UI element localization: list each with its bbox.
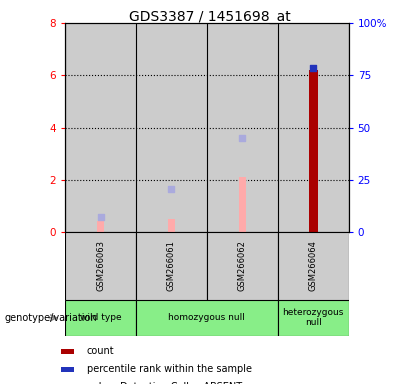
Text: GSM266062: GSM266062 <box>238 240 247 291</box>
Bar <box>168 219 175 232</box>
Point <box>239 135 246 141</box>
Bar <box>309 70 318 232</box>
Text: genotype/variation: genotype/variation <box>4 313 97 323</box>
Bar <box>65 300 136 336</box>
Point <box>310 65 317 71</box>
Bar <box>136 232 207 300</box>
Text: GDS3387 / 1451698_at: GDS3387 / 1451698_at <box>129 10 291 23</box>
Text: homozygous null: homozygous null <box>168 313 245 322</box>
Bar <box>278 232 349 300</box>
Text: GSM266061: GSM266061 <box>167 240 176 291</box>
Text: value, Detection Call = ABSENT: value, Detection Call = ABSENT <box>87 382 242 384</box>
Bar <box>97 221 104 232</box>
Bar <box>207 232 278 300</box>
Bar <box>207 23 278 232</box>
Text: GSM266064: GSM266064 <box>309 240 318 291</box>
Text: heterozygous
null: heterozygous null <box>283 308 344 328</box>
Point <box>97 214 104 220</box>
Bar <box>65 23 136 232</box>
Text: percentile rank within the sample: percentile rank within the sample <box>87 364 252 374</box>
Text: wild type: wild type <box>80 313 121 322</box>
Bar <box>61 349 74 354</box>
Bar <box>278 300 349 336</box>
Bar <box>65 232 136 300</box>
Bar <box>136 300 278 336</box>
Bar <box>239 177 246 232</box>
Bar <box>136 23 207 232</box>
Text: count: count <box>87 346 114 356</box>
Bar <box>61 367 74 372</box>
Point <box>168 186 175 192</box>
Bar <box>278 23 349 232</box>
Text: GSM266063: GSM266063 <box>96 240 105 291</box>
